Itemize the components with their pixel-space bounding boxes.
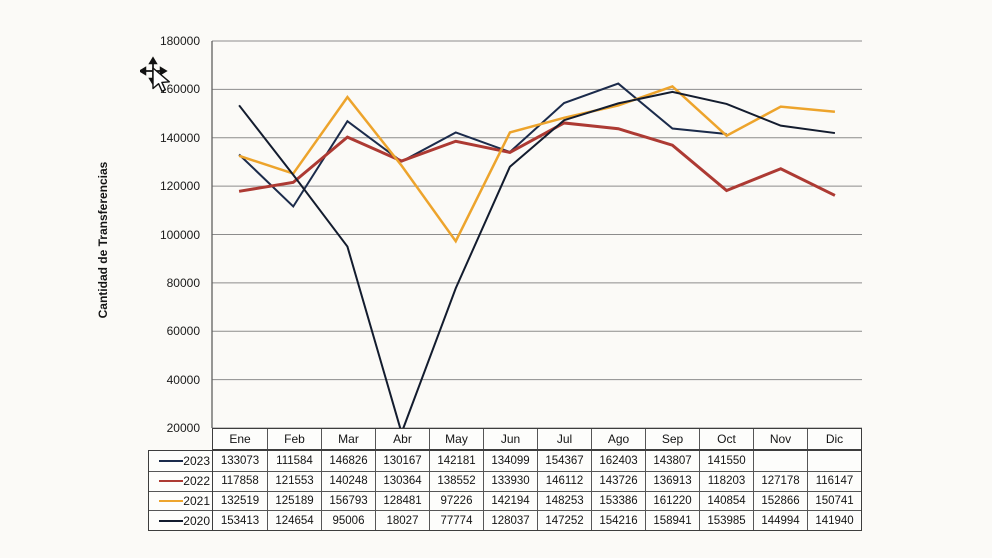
value-cell: 147252	[537, 510, 591, 530]
value-cell: 111584	[267, 451, 321, 471]
value-cell: 130167	[375, 451, 429, 471]
month-header-cell: Ago	[591, 429, 645, 449]
legend-year-label: 2020	[183, 513, 210, 528]
value-cell: 154216	[591, 510, 645, 530]
legend-year-label: 2022	[183, 474, 210, 489]
legend-cell-2020: 2020	[149, 510, 212, 530]
value-cell: 124654	[267, 510, 321, 530]
value-cell: 140854	[699, 490, 753, 511]
legend-year-label: 2023	[183, 453, 210, 468]
value-cell: 121553	[267, 470, 321, 491]
y-tick-label: 180000	[159, 34, 200, 48]
value-cell: 128037	[483, 510, 537, 530]
month-header-cell: Dic	[807, 429, 861, 449]
series-line-2022	[238, 121, 836, 197]
month-header-cell: Ene	[229, 432, 251, 446]
value-cell: 133073	[220, 454, 260, 467]
y-tick-label: 100000	[159, 227, 200, 242]
month-header-cell: Jun	[483, 429, 537, 449]
y-tick-label: 60000	[166, 324, 200, 339]
y-tick-label: 20000	[166, 421, 200, 435]
value-cell: 132519	[213, 490, 267, 511]
value-cell: 130364	[375, 470, 429, 491]
value-cell: 77774	[429, 510, 483, 530]
value-cell: 143807	[645, 451, 699, 471]
value-cell: 146826	[321, 451, 375, 471]
value-cell: 127178	[753, 470, 807, 491]
month-header-cell: Mar	[321, 429, 375, 449]
value-cell: 153386	[591, 490, 645, 511]
y-tick-label: 40000	[166, 372, 200, 387]
month-header-cell: Sep	[645, 429, 699, 449]
legend-line-sample	[159, 459, 184, 462]
series-line-2021	[238, 84, 836, 244]
month-header-cell: Abr	[375, 429, 429, 449]
table-values-grid: 133073 111584 146826 130167 142181 134099 1543…	[212, 450, 862, 531]
y-tick-label: 140000	[159, 130, 200, 145]
legend-line-sample	[159, 499, 184, 502]
value-cell: 142181	[429, 451, 483, 471]
month-header-cell: Oct	[699, 429, 753, 449]
y-tick-label: 160000	[159, 82, 200, 97]
y-tick-label: 120000	[159, 179, 200, 194]
series-line-2020	[238, 90, 836, 436]
value-cell: 95006	[321, 510, 375, 530]
value-cell: 148253	[537, 490, 591, 511]
month-header-cell: Nov	[753, 429, 807, 449]
value-cell: 153985	[699, 510, 753, 530]
value-cell: 117858	[213, 470, 267, 491]
legend-cell-2022: 2022	[149, 470, 212, 491]
month-header-cell: Jul	[537, 429, 591, 449]
value-cell	[753, 451, 807, 471]
legend-cell-2023: 2023	[149, 451, 212, 471]
month-header-cell: Feb	[267, 429, 321, 449]
value-cell: 161220	[645, 490, 699, 511]
value-cell: 97226	[429, 490, 483, 511]
value-cell: 143726	[591, 470, 645, 491]
value-cell: 142194	[483, 490, 537, 511]
value-cell: 141550	[699, 451, 753, 471]
data-table: Ene Feb Mar Abr May Jun Jul Ago Sep Oct Nov Dic 202…	[148, 428, 864, 531]
value-cell: 138552	[429, 470, 483, 491]
value-cell: 18027	[375, 510, 429, 530]
y-tick-label: 80000	[166, 275, 200, 290]
y-axis-title: Cantidad de Transferencias	[96, 161, 110, 319]
legend-line-sample	[159, 479, 184, 483]
value-cell: 128481	[375, 490, 429, 511]
series-line-2023	[238, 82, 727, 209]
value-cell: 134099	[483, 451, 537, 471]
value-cell: 136913	[645, 470, 699, 491]
legend-line-sample	[159, 519, 184, 522]
value-cell: 156793	[321, 490, 375, 511]
value-cell: 144994	[753, 510, 807, 530]
legend-cell-2021: 2021	[149, 490, 212, 511]
value-cell: 153413	[213, 510, 267, 530]
series-legend-column: 2023 2022 2021 2020	[148, 450, 213, 531]
value-cell	[807, 451, 861, 471]
month-header-row: Ene Feb Mar Abr May Jun Jul Ago Sep Oct Nov Dic	[212, 428, 862, 450]
legend-year-label: 2021	[183, 493, 210, 508]
value-cell: 133930	[483, 470, 537, 491]
value-cell: 141940	[807, 510, 861, 530]
value-cell: 140248	[321, 470, 375, 491]
value-cell: 125189	[267, 490, 321, 511]
value-cell: 146112	[537, 470, 591, 491]
move-cursor-icon	[140, 56, 170, 92]
value-cell: 116147	[807, 470, 861, 491]
value-cell: 152866	[753, 490, 807, 511]
month-header-cell: May	[429, 429, 483, 449]
value-cell: 154367	[537, 451, 591, 471]
value-cell: 158941	[645, 510, 699, 530]
value-cell: 162403	[591, 451, 645, 471]
value-cell: 150741	[807, 490, 861, 511]
value-cell: 118203	[699, 470, 753, 491]
